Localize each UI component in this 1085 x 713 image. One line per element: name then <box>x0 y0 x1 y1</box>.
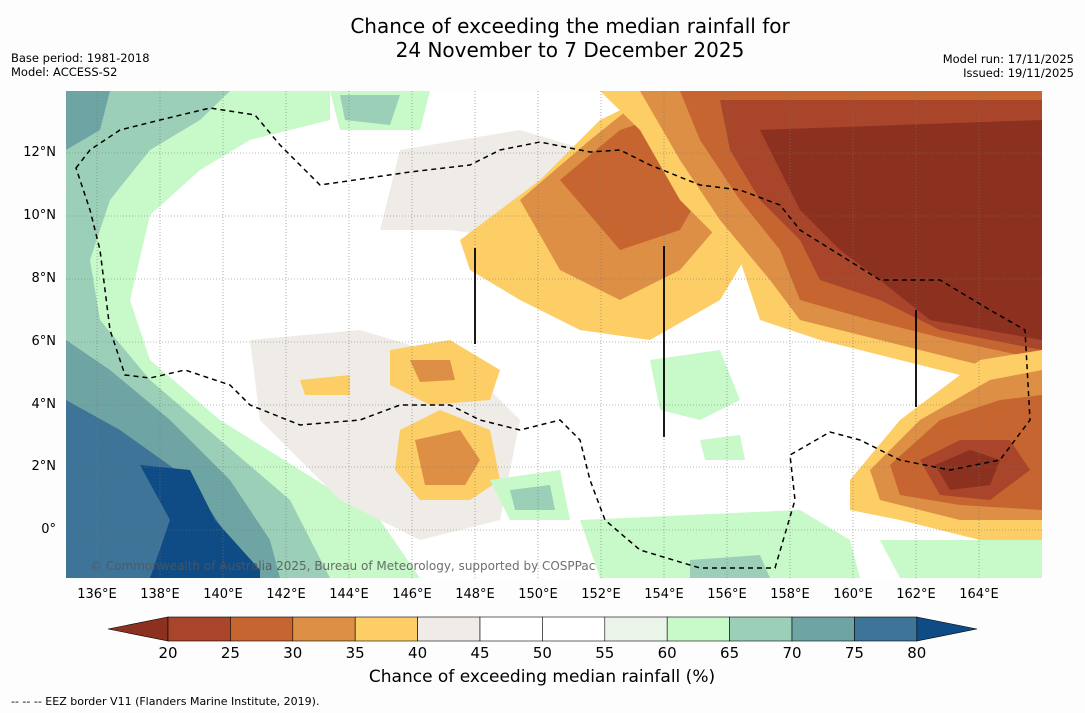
y-tick: 10°N <box>23 208 56 223</box>
colorbar <box>107 616 978 642</box>
model-name: Model: ACCESS-S2 <box>11 65 118 79</box>
x-tick: 158°E <box>770 587 810 602</box>
colorbar-under-arrow <box>107 616 169 642</box>
colorbar-label: 60 <box>657 644 677 662</box>
x-tick: 160°E <box>833 587 873 602</box>
x-tick: 154°E <box>644 587 684 602</box>
x-tick: 138°E <box>140 587 180 602</box>
y-tick: 4°N <box>31 397 57 412</box>
colorbar-label: 25 <box>220 644 240 662</box>
colorbar-label: 30 <box>283 644 303 662</box>
y-tick: 0° <box>41 522 56 537</box>
title-line-1: Chance of exceeding the median rainfall … <box>350 14 790 38</box>
x-tick: 144°E <box>329 587 369 602</box>
colorbar-label: 20 <box>158 644 178 662</box>
colorbar-label: 55 <box>595 644 615 662</box>
colorbar-title: Chance of exceeding median rainfall (%) <box>368 667 716 687</box>
issued-date: Issued: 19/11/2025 <box>963 66 1074 80</box>
x-tick: 140°E <box>203 587 243 602</box>
y-tick: 12°N <box>23 145 56 160</box>
eez-border <box>75 107 1031 569</box>
x-tick: 142°E <box>266 587 306 602</box>
region-dividers <box>474 246 917 437</box>
colorbar-label: 40 <box>408 644 428 662</box>
colorbar-over-arrow <box>916 616 978 642</box>
run-info: Model run: 17/11/2025 Issued: 19/11/2025 <box>943 52 1074 80</box>
copyright-text: © Commonwealth of Australia 2025, Bureau… <box>90 559 595 573</box>
y-tick: 8°N <box>31 271 57 286</box>
x-tick: 152°E <box>581 587 621 602</box>
x-tick: 150°E <box>518 587 558 602</box>
colorbar-label: 45 <box>470 644 490 662</box>
colorbar-label: 65 <box>720 644 740 662</box>
colorbar-label: 70 <box>782 644 802 662</box>
x-tick: 136°E <box>77 587 117 602</box>
colorbar-label: 75 <box>844 644 864 662</box>
probability-field <box>66 91 1042 578</box>
colorbar-label: 50 <box>532 644 552 662</box>
x-tick: 148°E <box>455 587 495 602</box>
colorbar-label: 80 <box>907 644 927 662</box>
x-tick: 164°E <box>959 587 999 602</box>
x-tick: 156°E <box>707 587 747 602</box>
title-line-2: 24 November to 7 December 2025 <box>395 38 745 62</box>
model-run-date: Model run: 17/11/2025 <box>942 52 1074 66</box>
y-tick: 2°N <box>31 459 57 474</box>
eez-legend: -- -- -- EEZ border V11 (Flanders Marine… <box>11 695 320 708</box>
model-info: Base period: 1981-2018 Model: ACCESS-S2 <box>11 51 150 79</box>
map-title: Chance of exceeding the median rainfall … <box>0 14 1085 62</box>
colorbar-label: 35 <box>345 644 365 662</box>
x-tick: 146°E <box>392 587 432 602</box>
base-period: Base period: 1981-2018 <box>11 51 150 65</box>
x-tick: 162°E <box>896 587 936 602</box>
y-tick: 6°N <box>31 334 57 349</box>
